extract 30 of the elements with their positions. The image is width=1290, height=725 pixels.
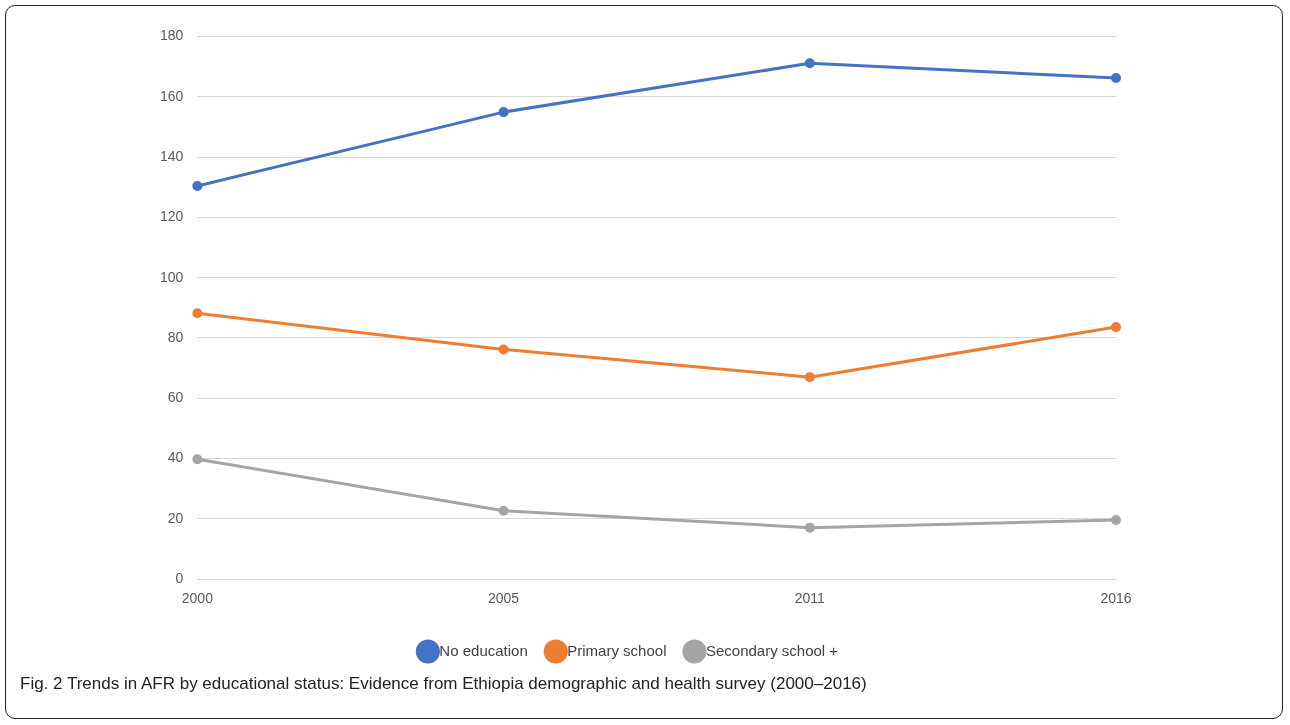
point [804, 58, 815, 69]
y-tick-label: 60 [167, 389, 184, 406]
y-tick-label: 0 [175, 570, 184, 587]
x-tick-label: 2016 [1100, 590, 1132, 607]
y-tick-label: 80 [167, 328, 184, 345]
y-tick-label: 100 [160, 268, 184, 285]
legend-label: No education [439, 641, 528, 659]
caption: Fig. 2 Trends in AFR by educational status: Evidence from Ethiopia demographic and health survey (2000–2016) [20, 674, 867, 694]
point [1111, 73, 1121, 84]
y-tick-label: 180 [160, 27, 184, 44]
y-tick-label: 40 [167, 449, 184, 466]
point [498, 344, 509, 355]
point [192, 454, 203, 465]
point [192, 180, 203, 191]
y-tick-label: 120 [160, 208, 184, 225]
point [804, 372, 815, 383]
point [1111, 515, 1121, 526]
y-tick-label: 140 [160, 147, 184, 164]
legend-label: Secondary school + [705, 641, 839, 659]
y-tick-label: 20 [167, 509, 184, 526]
point [192, 308, 203, 319]
legend-label: Primary school [567, 641, 667, 659]
point [804, 522, 815, 533]
point [498, 107, 509, 118]
x-tick-label: 2005 [487, 590, 520, 607]
x-tick-label: 2011 [794, 590, 826, 607]
point [498, 505, 509, 516]
x-tick-label: 2000 [181, 590, 214, 607]
point [1111, 322, 1121, 333]
y-tick-label: 160 [160, 87, 184, 104]
